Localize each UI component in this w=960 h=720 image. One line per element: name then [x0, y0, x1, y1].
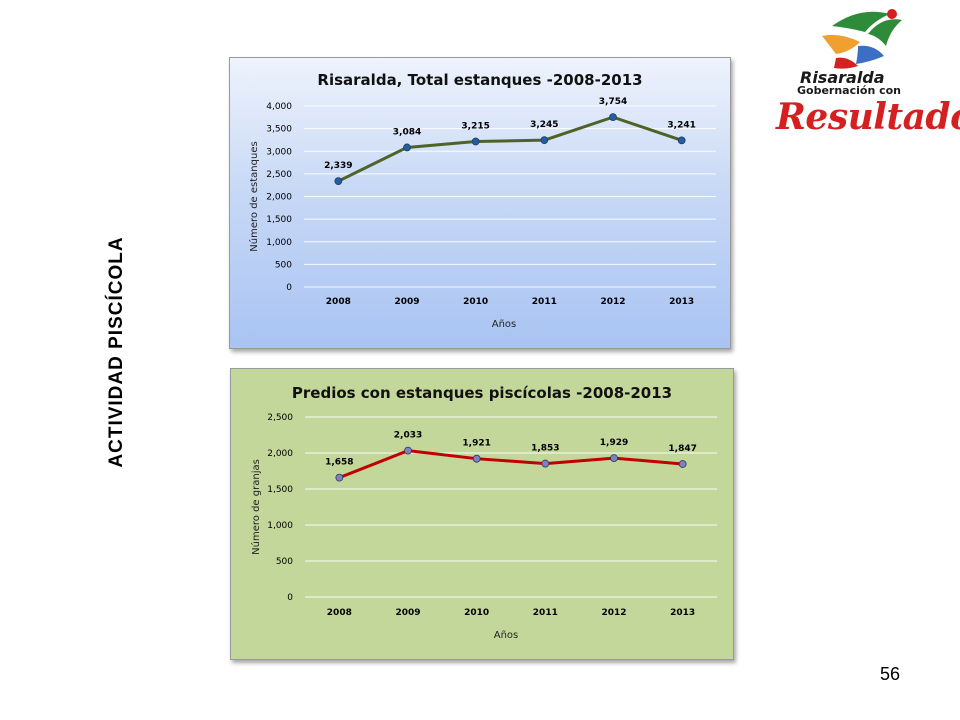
x-tick-label: 2010	[464, 608, 489, 618]
x-tick-label: 2011	[532, 297, 557, 307]
y-tick-label: 2,500	[267, 413, 293, 423]
data-point	[472, 454, 481, 463]
y-tick-label: 1,000	[267, 521, 293, 531]
data-point	[677, 136, 686, 145]
y-tick-label: 0	[287, 593, 293, 603]
data-point	[609, 113, 617, 122]
x-axis-label: Años	[494, 630, 519, 641]
x-tick-label: 2009	[394, 297, 419, 307]
data-point	[471, 137, 480, 146]
data-label: 1,847	[668, 444, 696, 454]
data-point	[404, 446, 412, 455]
chart-predios-estanques-svg: Predios con estanques piscícolas -2008-2…	[250, 384, 717, 641]
chart-total-estanques-svg: Risaralda, Total estanques -2008-2013 0 50…	[248, 71, 716, 330]
chart-title: Predios con estanques piscícolas -2008-2…	[292, 384, 672, 402]
x-tick-label: 2009	[395, 608, 420, 618]
y-tick-label: 2,500	[266, 170, 292, 180]
x-tick-label: 2011	[533, 608, 558, 618]
y-tick-label: 0	[286, 283, 292, 293]
data-label: 2,033	[394, 431, 422, 441]
y-tick-label: 2,000	[266, 193, 292, 203]
x-tick-label: 2010	[463, 297, 488, 307]
logo-text-resultados: Resultados	[776, 96, 960, 138]
chart-predios-estanques: Predios con estanques piscícolas -2008-2…	[230, 368, 734, 660]
y-tick-label: 1,500	[266, 215, 292, 225]
data-point	[334, 177, 343, 186]
slide-side-title: ACTIVIDAD PISCÍCOLA	[106, 236, 127, 468]
data-label: 1,921	[462, 439, 490, 449]
y-tick-label: 4,000	[266, 102, 292, 112]
data-label: 3,245	[530, 120, 558, 130]
data-label: 1,929	[600, 438, 628, 448]
y-tick-label: 500	[276, 557, 293, 567]
data-point	[541, 459, 550, 468]
chart-title: Risaralda, Total estanques -2008-2013	[317, 71, 642, 89]
logo-text-risaralda: Risaralda	[800, 68, 885, 87]
y-tick-label: 3,500	[266, 125, 292, 135]
data-point	[335, 473, 344, 482]
y-axis-label: Número de granjas	[250, 459, 262, 555]
data-label: 3,084	[393, 127, 421, 137]
data-point	[678, 460, 687, 468]
chart-total-estanques: Risaralda, Total estanques -2008-2013 0 50…	[229, 57, 731, 349]
data-label: 1,658	[325, 458, 353, 468]
series-line	[337, 115, 683, 183]
data-point	[610, 454, 618, 463]
data-label: 3,241	[667, 120, 695, 130]
x-tick-label: 2008	[326, 297, 351, 307]
y-tick-label: 2,000	[267, 449, 293, 459]
page-number: 56	[880, 664, 901, 684]
data-label: 3,215	[461, 122, 489, 132]
y-tick-label: 3,000	[266, 147, 292, 157]
x-tick-label: 2012	[601, 608, 626, 618]
data-point	[540, 136, 549, 145]
logo-text-gobernacion: Gobernación con	[797, 84, 902, 97]
y-tick-label: 500	[275, 260, 292, 270]
y-axis-label: Número de estanques	[248, 141, 260, 251]
x-tick-label: 2013	[670, 608, 695, 618]
x-tick-label: 2013	[669, 297, 694, 307]
x-tick-label: 2012	[600, 297, 625, 307]
data-label: 2,339	[324, 161, 352, 171]
data-label: 1,853	[531, 444, 559, 454]
logo-mark-icon	[822, 9, 902, 69]
x-axis-label: Años	[492, 319, 517, 330]
series-line	[338, 449, 683, 480]
x-tick-label: 2008	[327, 608, 352, 618]
y-tick-label: 1,000	[266, 238, 292, 248]
data-label: 3,754	[599, 97, 627, 107]
data-point	[403, 143, 411, 152]
y-tick-label: 1,500	[267, 485, 293, 495]
